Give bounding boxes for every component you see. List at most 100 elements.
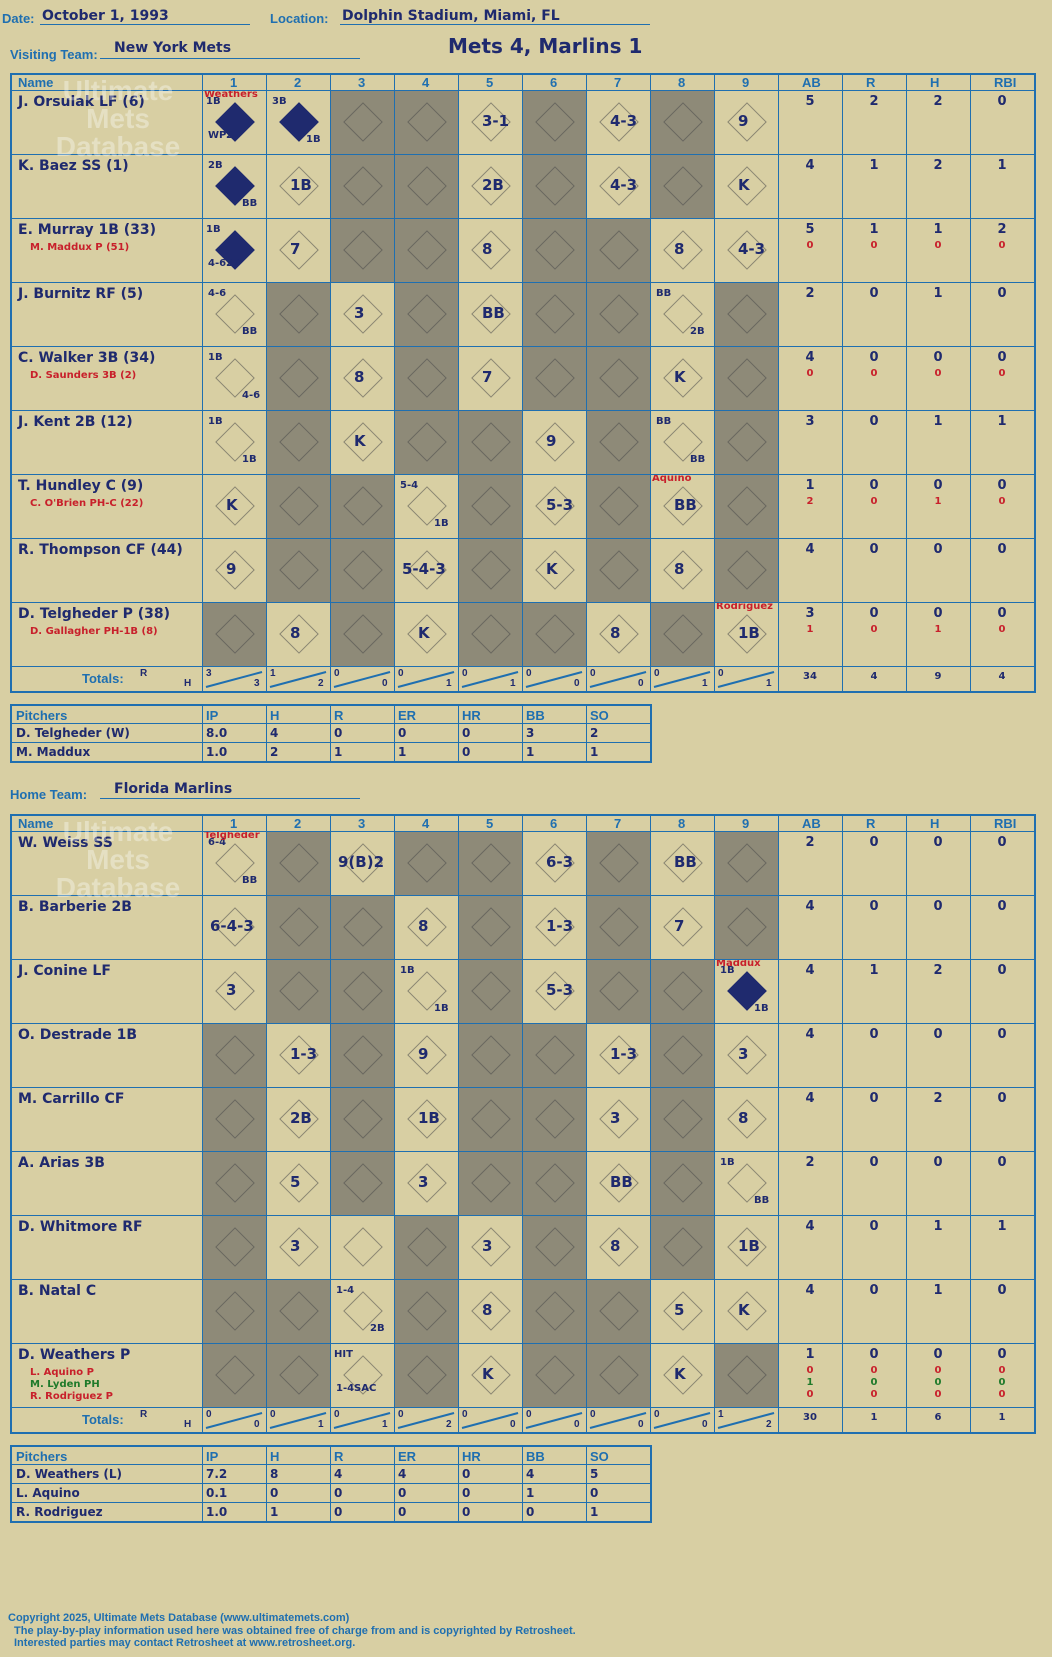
inning-cell[interactable]: 9: [202, 538, 266, 602]
inning-cell[interactable]: [650, 154, 714, 218]
inning-cell[interactable]: [522, 218, 586, 282]
inning-cell[interactable]: 5: [650, 1279, 714, 1343]
inning-cell[interactable]: [394, 1279, 458, 1343]
inning-cell[interactable]: 3: [458, 1215, 522, 1279]
inning-cell[interactable]: 5-3: [522, 959, 586, 1023]
inning-cell[interactable]: [650, 1087, 714, 1151]
inning-cell[interactable]: 3B 1B: [266, 90, 330, 154]
inning-cell[interactable]: [394, 154, 458, 218]
inning-cell[interactable]: [266, 1343, 330, 1407]
inning-cell[interactable]: WP 2B 1B Weathers: [202, 90, 266, 154]
inning-cell[interactable]: 2B: [266, 1087, 330, 1151]
inning-cell[interactable]: 1-3: [522, 895, 586, 959]
inning-cell[interactable]: [202, 602, 266, 666]
inning-cell[interactable]: [522, 1343, 586, 1407]
inning-cell[interactable]: 8: [714, 1087, 778, 1151]
inning-cell[interactable]: 1B 1B: [202, 410, 266, 474]
inning-cell[interactable]: [522, 602, 586, 666]
inning-cell[interactable]: 8: [586, 1215, 650, 1279]
inning-cell[interactable]: 6-3: [522, 831, 586, 895]
inning-cell[interactable]: [522, 282, 586, 346]
inning-cell[interactable]: [330, 602, 394, 666]
inning-cell[interactable]: [330, 1215, 394, 1279]
inning-cell[interactable]: 8: [650, 218, 714, 282]
inning-cell[interactable]: [714, 346, 778, 410]
inning-cell[interactable]: [458, 1151, 522, 1215]
inning-cell[interactable]: [522, 1215, 586, 1279]
inning-cell[interactable]: [330, 1151, 394, 1215]
inning-cell[interactable]: 3: [330, 282, 394, 346]
inning-cell[interactable]: 1B 1B: [394, 959, 458, 1023]
inning-cell[interactable]: [650, 90, 714, 154]
inning-cell[interactable]: 5-4-3: [394, 538, 458, 602]
inning-cell[interactable]: 4-6 BB: [202, 282, 266, 346]
inning-cell[interactable]: BB: [650, 831, 714, 895]
inning-cell[interactable]: K: [522, 538, 586, 602]
inning-cell[interactable]: 3-1: [458, 90, 522, 154]
inning-cell[interactable]: 2B: [458, 154, 522, 218]
inning-cell[interactable]: K: [650, 1343, 714, 1407]
inning-cell[interactable]: 4-3: [586, 90, 650, 154]
inning-cell[interactable]: 8: [266, 602, 330, 666]
inning-cell[interactable]: [394, 831, 458, 895]
inning-cell[interactable]: [522, 154, 586, 218]
inning-cell[interactable]: BB Aquino: [650, 474, 714, 538]
inning-cell[interactable]: [266, 959, 330, 1023]
inning-cell[interactable]: [330, 154, 394, 218]
inning-cell[interactable]: 7: [458, 346, 522, 410]
inning-cell[interactable]: [714, 1343, 778, 1407]
inning-cell[interactable]: [266, 410, 330, 474]
inning-cell[interactable]: [522, 1279, 586, 1343]
inning-cell[interactable]: [650, 1023, 714, 1087]
inning-cell[interactable]: [330, 895, 394, 959]
inning-cell[interactable]: 1B Rodriguez: [714, 602, 778, 666]
inning-cell[interactable]: BB 2B: [650, 282, 714, 346]
inning-cell[interactable]: 7: [650, 895, 714, 959]
inning-cell[interactable]: 4-3: [714, 218, 778, 282]
inning-cell[interactable]: [458, 474, 522, 538]
inning-cell[interactable]: 1B: [714, 1215, 778, 1279]
inning-cell[interactable]: [330, 218, 394, 282]
inning-cell[interactable]: 8: [330, 346, 394, 410]
inning-cell[interactable]: [266, 1279, 330, 1343]
inning-cell[interactable]: [266, 831, 330, 895]
inning-cell[interactable]: [458, 410, 522, 474]
inning-cell[interactable]: 1-3: [586, 1023, 650, 1087]
inning-cell[interactable]: [458, 1023, 522, 1087]
inning-cell[interactable]: K: [650, 346, 714, 410]
inning-cell[interactable]: [714, 538, 778, 602]
inning-cell[interactable]: K: [394, 602, 458, 666]
inning-cell[interactable]: 1-4 2B: [330, 1279, 394, 1343]
inning-cell[interactable]: 4-6 2B 1B: [202, 218, 266, 282]
inning-cell[interactable]: 1B: [266, 154, 330, 218]
inning-cell[interactable]: [458, 1087, 522, 1151]
inning-cell[interactable]: [522, 90, 586, 154]
inning-cell[interactable]: [586, 346, 650, 410]
inning-cell[interactable]: 1-3: [266, 1023, 330, 1087]
inning-cell[interactable]: [394, 282, 458, 346]
inning-cell[interactable]: [522, 1087, 586, 1151]
inning-cell[interactable]: [266, 474, 330, 538]
inning-cell[interactable]: [586, 474, 650, 538]
inning-cell[interactable]: [394, 1215, 458, 1279]
inning-cell[interactable]: [458, 959, 522, 1023]
inning-cell[interactable]: [458, 831, 522, 895]
inning-cell[interactable]: 3: [586, 1087, 650, 1151]
inning-cell[interactable]: [458, 895, 522, 959]
inning-cell[interactable]: 6-4 BB Telgheder: [202, 831, 266, 895]
inning-cell[interactable]: [394, 410, 458, 474]
inning-cell[interactable]: [266, 538, 330, 602]
inning-cell[interactable]: K: [458, 1343, 522, 1407]
inning-cell[interactable]: 2B BB: [202, 154, 266, 218]
inning-cell[interactable]: K: [714, 1279, 778, 1343]
inning-cell[interactable]: [330, 959, 394, 1023]
inning-cell[interactable]: 8: [650, 538, 714, 602]
inning-cell[interactable]: BB BB: [650, 410, 714, 474]
inning-cell[interactable]: 1B BB: [714, 1151, 778, 1215]
inning-cell[interactable]: [202, 1279, 266, 1343]
inning-cell[interactable]: 3: [266, 1215, 330, 1279]
inning-cell[interactable]: 8: [458, 1279, 522, 1343]
inning-cell[interactable]: [202, 1215, 266, 1279]
inning-cell[interactable]: [202, 1087, 266, 1151]
inning-cell[interactable]: [458, 538, 522, 602]
